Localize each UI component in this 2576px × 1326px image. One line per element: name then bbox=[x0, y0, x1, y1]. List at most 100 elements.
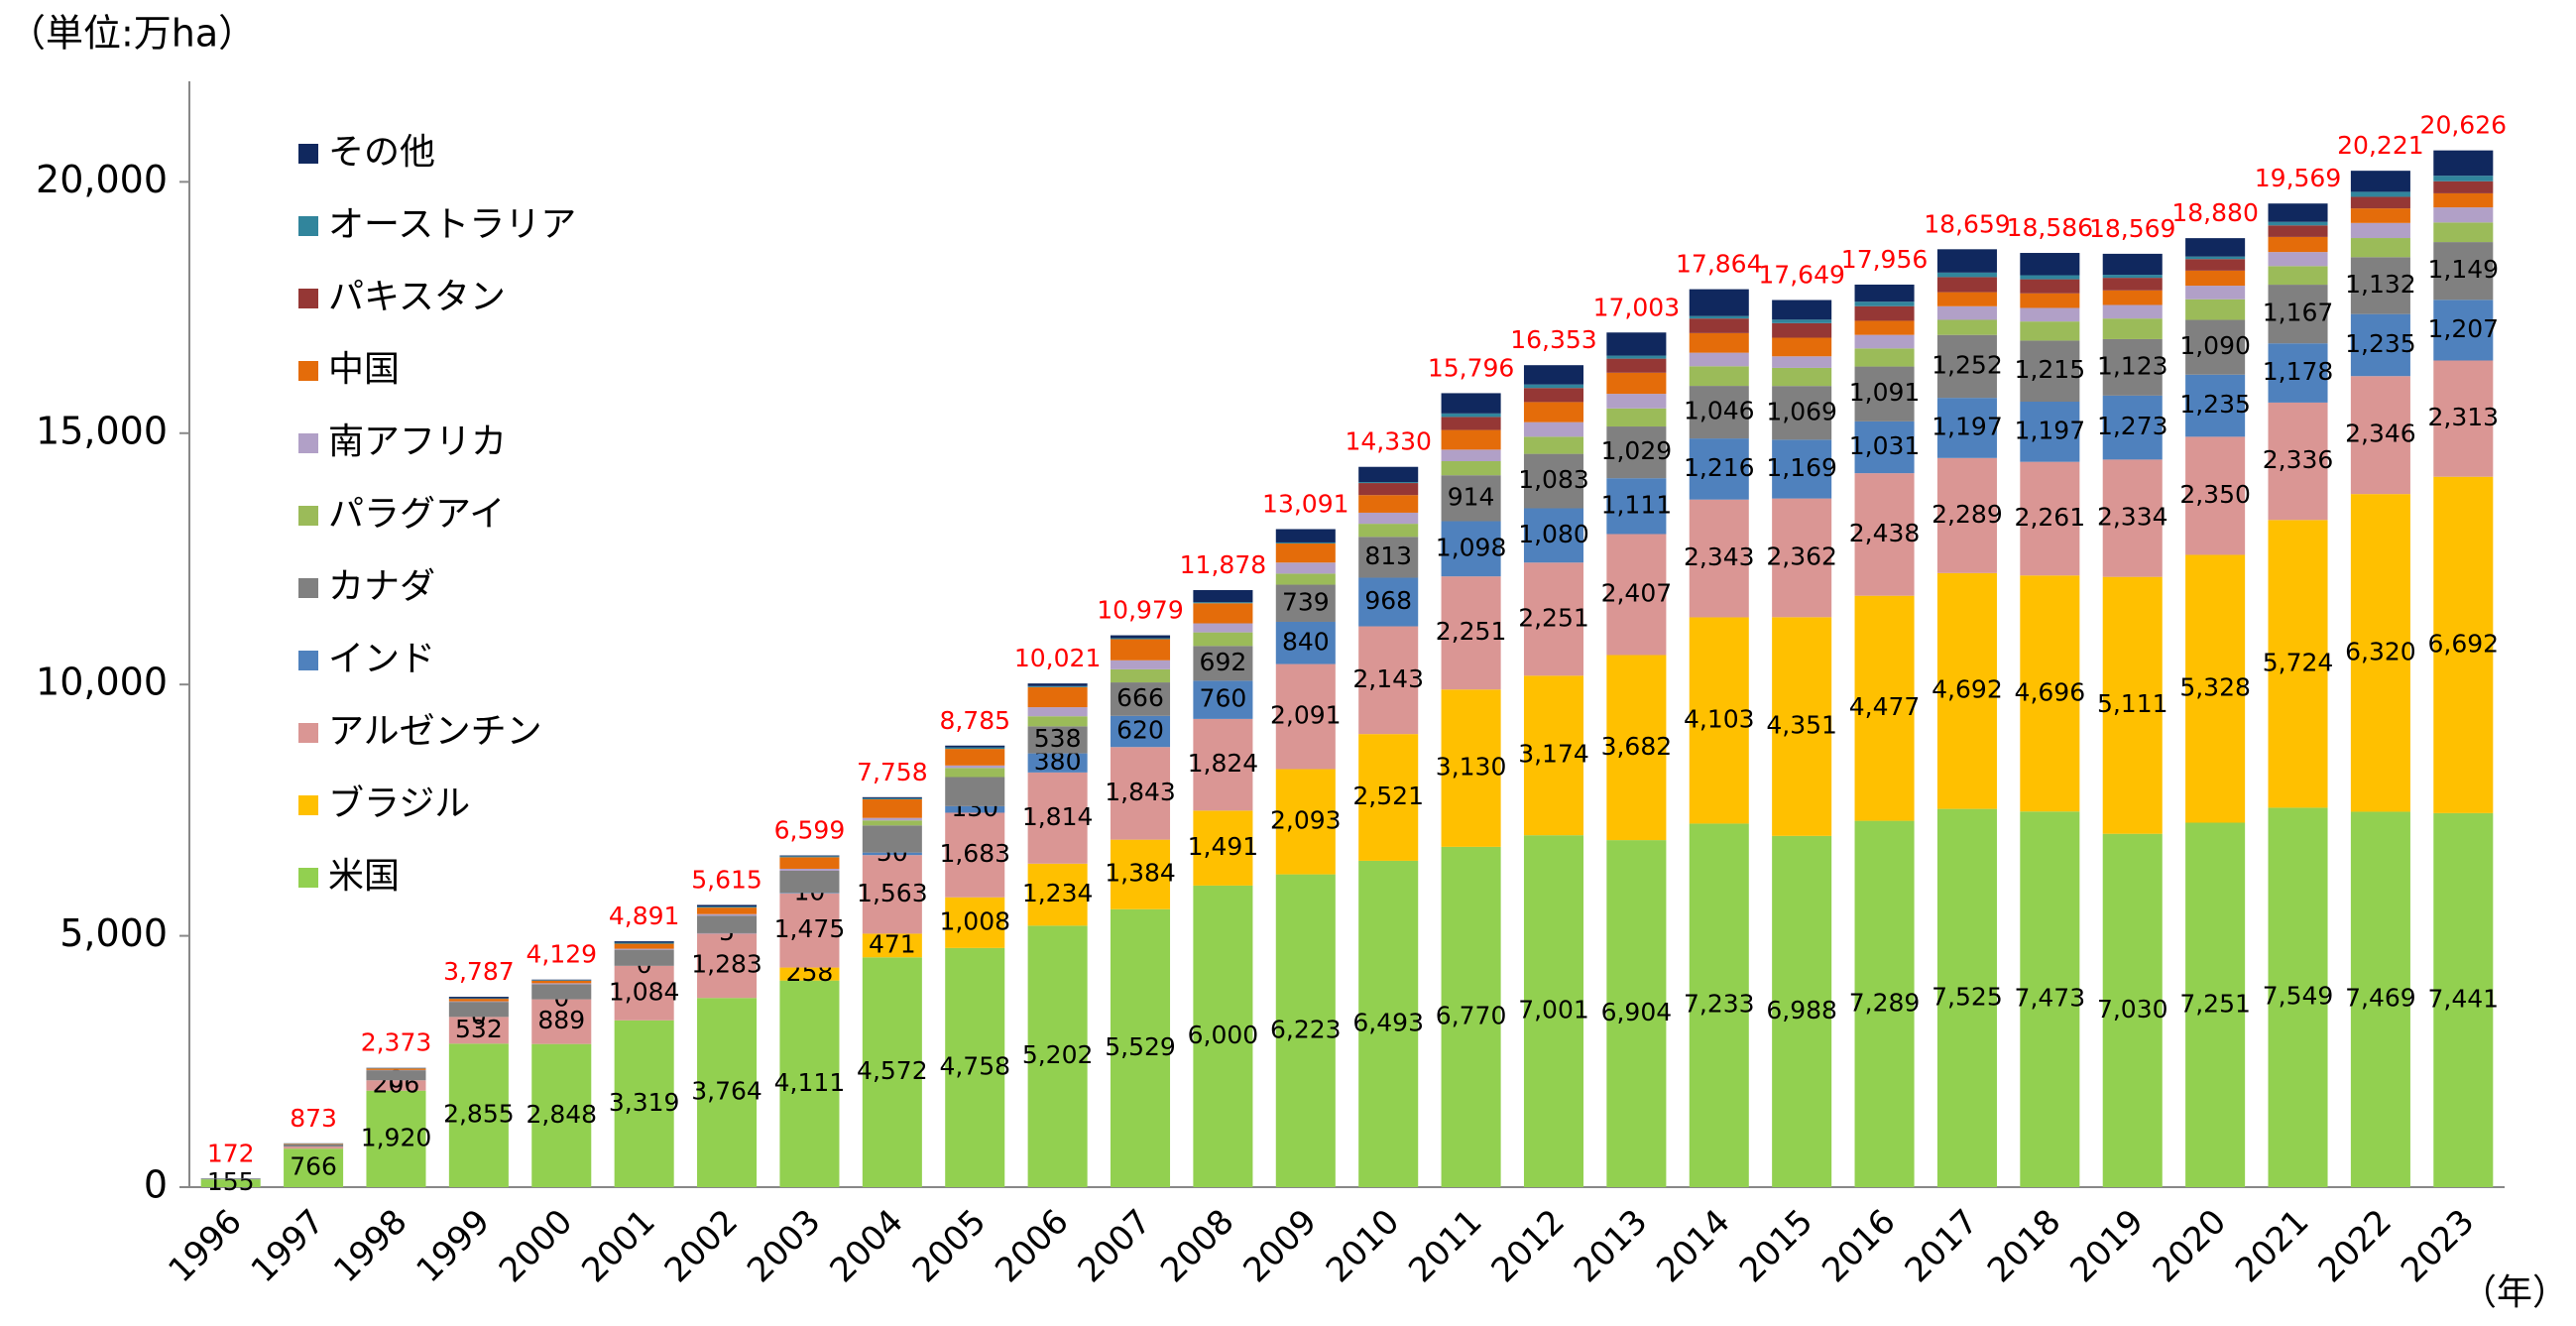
legend-label: 南アフリカ bbox=[328, 422, 507, 462]
bar-segment bbox=[2268, 221, 2328, 226]
bar-segment bbox=[2268, 285, 2328, 344]
bar-segment bbox=[200, 1179, 261, 1187]
bar-segment bbox=[2185, 319, 2246, 375]
bar-segment bbox=[2433, 207, 2494, 223]
bar-segment bbox=[2102, 304, 2163, 319]
bar-segment bbox=[200, 1178, 261, 1180]
bar-segment bbox=[1523, 453, 1584, 509]
bar-segment bbox=[1523, 436, 1584, 454]
data-label: 2,251 bbox=[1436, 617, 1507, 646]
data-label: 1,197 bbox=[2015, 416, 2086, 444]
bar-segment bbox=[2350, 171, 2410, 192]
data-label: 471 bbox=[869, 929, 916, 958]
bar-segment bbox=[1193, 680, 1253, 719]
data-label: 692 bbox=[1200, 648, 1247, 676]
bar-segment bbox=[1193, 632, 1253, 647]
data-label: 2,346 bbox=[2345, 420, 2416, 448]
data-label: 4,692 bbox=[1932, 675, 2003, 704]
data-label: 3,174 bbox=[1518, 740, 1589, 769]
x-tick-label: 2017 bbox=[1898, 1202, 1986, 1290]
data-label: 1,235 bbox=[2179, 390, 2251, 419]
total-label: 10,021 bbox=[1014, 644, 1101, 672]
bar-segment bbox=[1689, 438, 1749, 500]
data-label: 1,167 bbox=[2263, 299, 2334, 327]
legend-label: ブラジル bbox=[328, 784, 470, 824]
data-label: 5,202 bbox=[1022, 1040, 1094, 1069]
bar-segment bbox=[284, 1148, 344, 1187]
bar-segment bbox=[614, 965, 674, 1021]
total-label: 17,003 bbox=[1593, 293, 1680, 321]
data-label: 7,441 bbox=[2428, 984, 2500, 1013]
bar-segment bbox=[1936, 292, 1997, 306]
total-label: 19,569 bbox=[2255, 164, 2341, 192]
bar-segment bbox=[1772, 337, 1832, 357]
bar-segment bbox=[1358, 860, 1419, 1187]
data-label: 1,123 bbox=[2097, 351, 2168, 380]
bar-segment bbox=[862, 933, 922, 958]
y-tick-label: 20,000 bbox=[36, 158, 168, 201]
bar-segment bbox=[2185, 374, 2246, 437]
data-label: 1,169 bbox=[1766, 453, 1837, 482]
x-unit-label: （年） bbox=[2461, 1272, 2568, 1313]
bar-segment bbox=[448, 1001, 509, 1003]
data-label: 2,407 bbox=[1601, 578, 1673, 607]
total-label: 2,373 bbox=[361, 1028, 432, 1057]
bar-segment bbox=[366, 1070, 426, 1081]
bar-segment bbox=[1358, 483, 1419, 496]
bar-segment bbox=[1441, 449, 1501, 462]
y-tick-label: 15,000 bbox=[36, 409, 168, 452]
bar-segment bbox=[448, 1043, 509, 1187]
data-label: 1,069 bbox=[1766, 397, 1837, 425]
bar-segment bbox=[1358, 495, 1419, 513]
bar-segment bbox=[1110, 682, 1171, 716]
bar-segment bbox=[1936, 808, 1997, 1187]
bar-segment bbox=[945, 947, 1005, 1187]
data-label: 1,814 bbox=[1022, 802, 1094, 831]
bar-segment bbox=[284, 1144, 344, 1147]
bar-segment bbox=[2433, 150, 2494, 177]
data-label: 889 bbox=[537, 1006, 585, 1034]
bar-segment bbox=[2433, 812, 2494, 1187]
bar-segment bbox=[2268, 236, 2328, 253]
bar-segment bbox=[284, 1144, 344, 1145]
bar-segment bbox=[2433, 192, 2494, 208]
bar-segment bbox=[1854, 320, 1915, 335]
bar-segment bbox=[1275, 769, 1336, 875]
data-label: 2,336 bbox=[2263, 445, 2334, 474]
data-label: 1,029 bbox=[1601, 436, 1673, 465]
legend-swatch bbox=[298, 361, 318, 381]
bar-segment bbox=[779, 980, 840, 1187]
data-label: 6,320 bbox=[2345, 637, 2416, 665]
bar-segment bbox=[2020, 253, 2080, 276]
data-label: 1,046 bbox=[1684, 397, 1755, 425]
bar-segment bbox=[1523, 365, 1584, 385]
legend-label: その他 bbox=[328, 132, 435, 173]
data-label: 3,682 bbox=[1601, 732, 1673, 761]
bar-segment bbox=[1110, 908, 1171, 1187]
data-label: 6,988 bbox=[1766, 996, 1837, 1025]
bar-segment bbox=[1358, 626, 1419, 735]
data-label: 7,251 bbox=[2179, 989, 2251, 1018]
legend-swatch bbox=[298, 433, 318, 453]
bar-segment bbox=[945, 747, 1005, 750]
bar-segment bbox=[1441, 417, 1501, 430]
x-tick-label: 1997 bbox=[244, 1202, 332, 1290]
bar-segment bbox=[2185, 270, 2246, 287]
bar-segment bbox=[1193, 646, 1253, 681]
bar-segment bbox=[1854, 820, 1915, 1187]
bar-segment bbox=[2350, 257, 2410, 314]
data-label: 1,273 bbox=[2097, 412, 2168, 440]
legend-label: 中国 bbox=[328, 349, 400, 390]
data-label: 2,093 bbox=[1270, 806, 1342, 835]
bar-segment bbox=[1358, 734, 1419, 861]
bar-segment bbox=[1936, 272, 1997, 278]
bar-segment bbox=[366, 1090, 426, 1187]
legend-swatch bbox=[298, 289, 318, 308]
bar-segment bbox=[1027, 716, 1088, 727]
x-tick-label: 2000 bbox=[492, 1202, 580, 1290]
bar-segment bbox=[1772, 386, 1832, 440]
bar-segment bbox=[1523, 835, 1584, 1187]
legend-swatch bbox=[298, 216, 318, 236]
bar-segment bbox=[1358, 482, 1419, 484]
bar-segment bbox=[614, 943, 674, 949]
